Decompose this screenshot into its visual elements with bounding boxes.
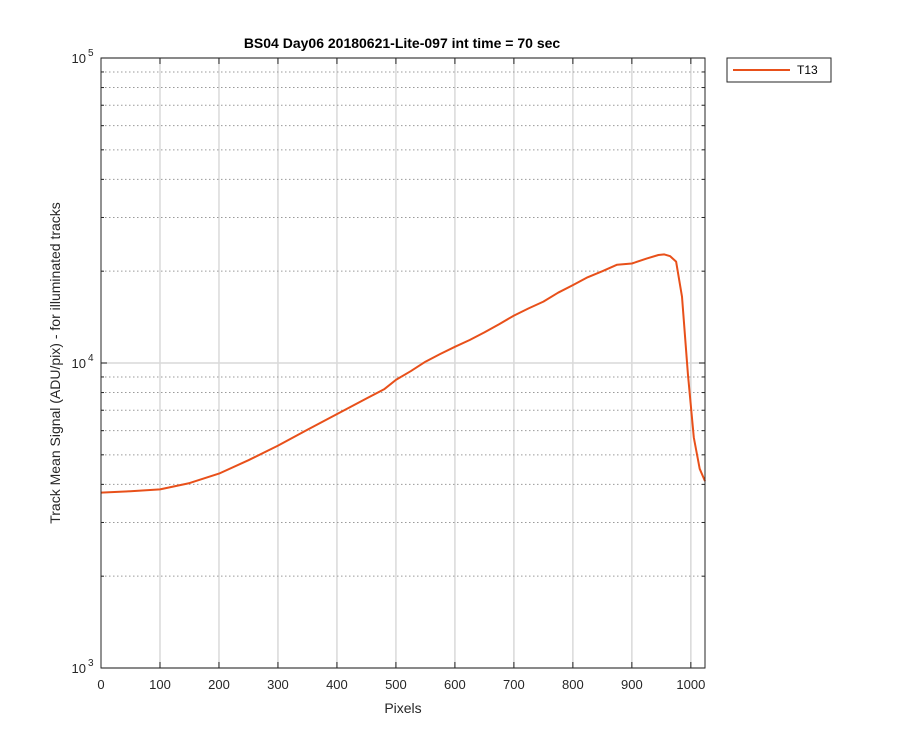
x-tick-label: 700	[503, 677, 525, 692]
y-tick-label: 10	[72, 51, 86, 66]
x-tick-label: 1000	[676, 677, 705, 692]
y-tick-label: 10	[72, 356, 86, 371]
x-tick-label: 100	[149, 677, 171, 692]
x-tick-label: 400	[326, 677, 348, 692]
x-axis-label: Pixels	[384, 700, 421, 716]
series-layer	[100, 253, 706, 494]
x-tick-label: 500	[385, 677, 407, 692]
x-tick-label: 900	[621, 677, 643, 692]
y-tick-label-exponent: 3	[88, 658, 94, 669]
x-tick-label: 600	[444, 677, 466, 692]
legend-label-t13: T13	[797, 63, 818, 77]
x-tick-label: 800	[562, 677, 584, 692]
y-tick-label-exponent: 4	[88, 353, 94, 364]
chart-title: BS04 Day06 20180621-Lite-097 int time = …	[244, 35, 561, 51]
grid	[101, 57, 705, 669]
x-tick-label: 200	[208, 677, 230, 692]
series-line-t13	[100, 253, 706, 494]
legend: T13	[726, 57, 832, 83]
y-axis-label: Track Mean Signal (ADU/pix) - for illumi…	[47, 202, 63, 524]
y-tick-label: 10	[72, 661, 86, 676]
y-tick-label-exponent: 5	[88, 48, 94, 59]
x-tick-label: 300	[267, 677, 289, 692]
x-tick-label: 0	[97, 677, 104, 692]
